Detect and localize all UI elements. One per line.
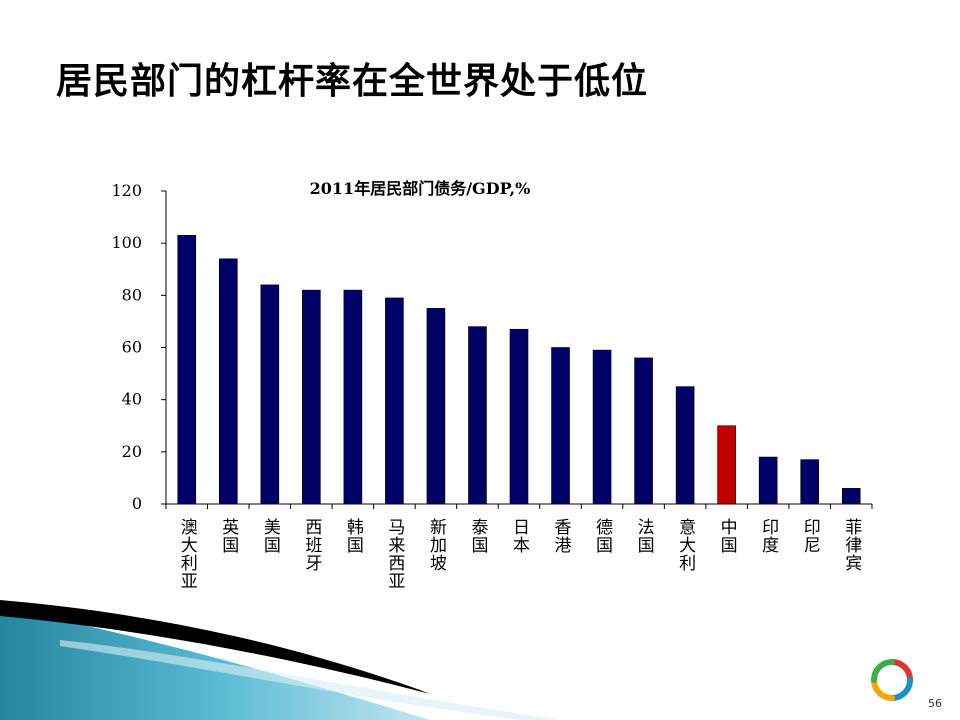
bar-14 bbox=[758, 456, 778, 505]
x-tick-label: 西班牙 bbox=[301, 518, 322, 572]
bar-7 bbox=[468, 326, 487, 505]
bar-13 bbox=[717, 425, 736, 505]
bar-0 bbox=[177, 235, 197, 505]
bars-group bbox=[177, 235, 861, 505]
bar-2 bbox=[260, 284, 280, 505]
page-number: 56 bbox=[928, 697, 942, 710]
x-tick-label: 香港 bbox=[551, 518, 572, 554]
y-tick-label: 20 bbox=[122, 442, 142, 461]
y-tick-label: 120 bbox=[111, 181, 142, 200]
chart-title: 2011年居民部门债务/GDP,% bbox=[310, 179, 531, 198]
x-tick-label: 中国 bbox=[717, 518, 737, 554]
bar-3 bbox=[302, 289, 321, 505]
bar-16 bbox=[841, 488, 861, 505]
x-axis bbox=[165, 503, 873, 509]
y-axis: 0 20 40 60 80 100 120 bbox=[111, 181, 167, 513]
x-tick-label: 法国 bbox=[634, 518, 655, 554]
x-tick-label: 美国 bbox=[260, 518, 281, 554]
x-tick-label: 日本 bbox=[509, 518, 530, 554]
bar-6 bbox=[426, 308, 446, 505]
x-tick-label: 马来西亚 bbox=[384, 518, 405, 590]
x-tick-label: 澳大利亚 bbox=[177, 518, 198, 590]
y-tick-label: 60 bbox=[122, 338, 142, 357]
bar-10 bbox=[592, 349, 612, 505]
y-tick-label: 40 bbox=[122, 390, 142, 409]
x-tick-labels: 澳大利亚 英国 美国 西班牙 韩国 马来西亚 新加坡 泰国 日本 香港 德国 法国 意大利 中国 印度 印尼菲… bbox=[177, 518, 862, 590]
x-tick-label: 新加坡 bbox=[426, 518, 447, 572]
x-tick-label: 泰国 bbox=[467, 518, 488, 554]
x-tick-label: 德国 bbox=[592, 518, 613, 554]
y-tick-label: 100 bbox=[111, 233, 142, 252]
y-tick-label: 80 bbox=[122, 285, 142, 304]
bar-8 bbox=[509, 328, 529, 505]
bar-12 bbox=[675, 386, 695, 505]
bar-4 bbox=[343, 289, 363, 505]
x-tick-label: 意大利 bbox=[675, 518, 696, 572]
bar-11 bbox=[634, 357, 653, 505]
x-tick-label: 菲律宾 bbox=[841, 518, 862, 572]
bar-5 bbox=[385, 297, 404, 505]
x-tick-label: 韩国 bbox=[343, 518, 364, 554]
ring-logo-icon bbox=[871, 659, 913, 701]
x-tick-label: 印尼 bbox=[800, 518, 821, 554]
bar-15 bbox=[800, 459, 820, 505]
x-tick-label: 英国 bbox=[218, 518, 239, 554]
bar-9 bbox=[551, 347, 570, 505]
slide-title: 居民部门的杠杆率在全世界处于低位 bbox=[56, 61, 649, 102]
bar-1 bbox=[218, 258, 238, 505]
x-tick-label: 印度 bbox=[758, 518, 779, 554]
y-tick-label: 0 bbox=[132, 494, 142, 513]
